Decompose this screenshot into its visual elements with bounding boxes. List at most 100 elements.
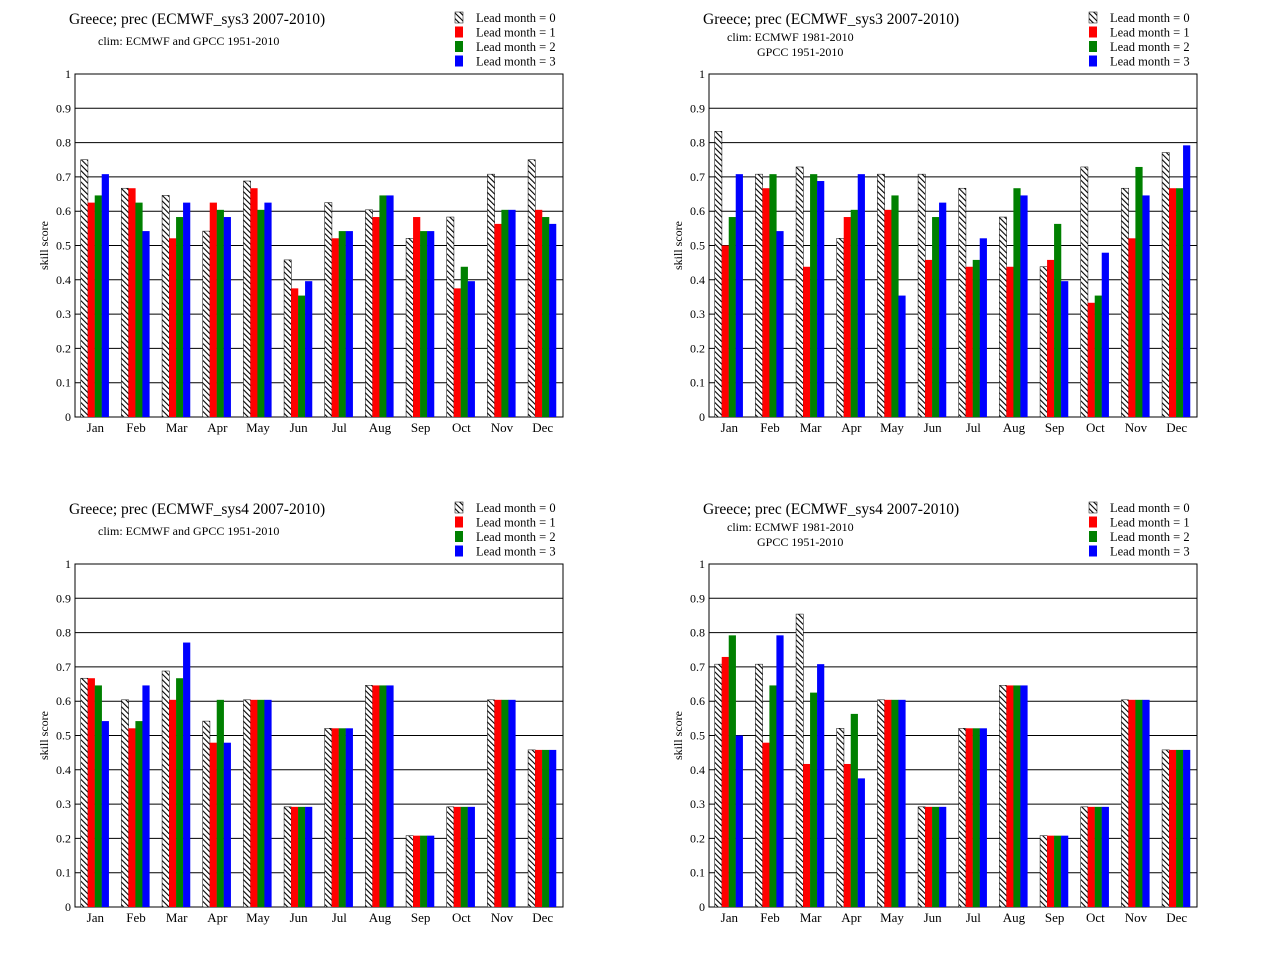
legend-swatch [455, 545, 463, 557]
bar-lead0-jun [283, 259, 292, 418]
bar-lead3-nov [508, 699, 516, 907]
bar-lead3-jun [939, 806, 947, 907]
x-axis: Jan Feb Mar Apr May Jun Jul Aug Sep Oct Nov Dec [87, 420, 554, 435]
y-tick-label: 0.4 [56, 763, 71, 777]
bar-lead1-sep [1047, 835, 1055, 907]
chart-panel-sys3-full-clim: 0 0.1 0.2 0.3 0.4 0.5 0.6 0.7 0.8 0.9 1 skill score… [0, 0, 634, 490]
bar-lead0-dec [527, 159, 536, 418]
y-tick-label: 0.9 [56, 591, 71, 605]
plot-frame [708, 73, 1198, 418]
legend-label: Lead month = 1 [476, 516, 556, 530]
bar-lead0-aug [999, 685, 1007, 908]
x-tick-label: Apr [841, 420, 862, 435]
legend-swatch [1089, 55, 1097, 67]
y-tick-label: 0 [65, 900, 71, 914]
y-tick-label: 0.1 [56, 866, 71, 880]
bar-lead3-dec [549, 749, 557, 907]
bar-lead3-oct [467, 281, 475, 417]
plot-frame [708, 563, 1198, 908]
bar-lead1-feb [762, 188, 770, 417]
bar-lead1-nov [1128, 699, 1136, 907]
bar-lead2-nov [501, 209, 509, 417]
bar-lead3-jul [345, 231, 353, 417]
bar-lead3-apr [223, 742, 231, 907]
x-tick-label: May [246, 910, 270, 925]
y-tick-label: 0.9 [690, 591, 705, 605]
bar-lead2-oct [460, 806, 468, 907]
bar-lead2-sep [420, 231, 428, 417]
bar-lead2-aug [1013, 188, 1021, 417]
y-axis-label: skill score [671, 711, 685, 760]
legend-swatch [1088, 501, 1098, 514]
bar-lead2-apr [216, 699, 224, 907]
bar-lead1-apr [209, 202, 217, 417]
legend-label: Lead month = 2 [1110, 530, 1190, 544]
bar-lead0-nov [487, 173, 495, 418]
legend-swatch [454, 11, 464, 24]
bar-lead3-jan [735, 735, 743, 907]
bar-lead2-jul [972, 728, 980, 907]
x-tick-label: Jul [332, 910, 348, 925]
bar-lead1-may [884, 209, 892, 417]
bar-lead0-apr [836, 238, 845, 418]
x-tick-label: Jun [290, 420, 309, 435]
bar-lead2-sep [1054, 835, 1062, 907]
bar-lead0-dec [527, 749, 536, 908]
y-tick-label: 0 [699, 900, 705, 914]
y-tick-label: 0.7 [690, 170, 705, 184]
bar-lead3-sep [1061, 281, 1069, 417]
bar-lead1-may [250, 699, 258, 907]
x-axis: Jan Feb Mar Apr May Jun Jul Aug Sep Oct Nov Dec [87, 910, 554, 925]
legend-swatch [455, 41, 463, 52]
y-tick-label: 0.3 [690, 797, 705, 811]
x-tick-label: Feb [126, 910, 146, 925]
bar-lead0-may [243, 180, 251, 418]
bar-lead2-mar [810, 174, 818, 417]
legend-swatch [1089, 545, 1097, 557]
x-axis: Jan Feb Mar Apr May Jun Jul Aug Sep Oct Nov Dec [721, 910, 1188, 925]
bar-lead0-mar [795, 613, 804, 908]
bar-lead2-aug [379, 195, 387, 417]
bar-lead1-aug [372, 685, 380, 907]
y-tick-label: 0.3 [56, 307, 71, 321]
bar-lead3-jun [939, 202, 947, 417]
bar-lead3-feb [142, 231, 150, 417]
bar-lead0-oct [1080, 806, 1089, 908]
bar-lead3-may [898, 295, 906, 417]
bar-lead1-mar [803, 763, 811, 907]
bar-lead1-jan [721, 245, 729, 417]
y-tick-label: 1 [699, 67, 705, 81]
bar-lead0-may [243, 699, 251, 908]
y-tick-label: 0.1 [56, 376, 71, 390]
bar-lead2-mar [176, 217, 184, 417]
bar-lead0-jul [958, 187, 967, 418]
bar-lead0-apr [202, 720, 211, 908]
chart-subtitle: GPCC 1951-2010 [757, 45, 843, 59]
y-tick-label: 0.3 [56, 797, 71, 811]
y-tick-label: 0 [699, 410, 705, 424]
bar-lead2-jun [298, 295, 306, 417]
legend-swatch [1089, 531, 1097, 542]
bar-lead0-sep [1039, 835, 1048, 908]
legend-label: Lead month = 1 [476, 26, 556, 40]
plot-frame [74, 73, 564, 418]
bar-lead2-jan [94, 685, 102, 907]
bar-lead3-feb [142, 685, 150, 907]
bar-lead0-sep [1039, 266, 1048, 418]
bar-lead2-jan [94, 195, 102, 417]
y-tick-label: 0.1 [690, 376, 705, 390]
bar-lead2-feb [769, 174, 777, 417]
bar-lead3-apr [223, 217, 231, 417]
y-tick-label: 0 [65, 410, 71, 424]
bar-lead2-apr [850, 209, 858, 417]
x-tick-label: Oct [1086, 910, 1105, 925]
y-tick-label: 0.8 [690, 136, 705, 150]
y-axis-label: skill score [671, 221, 685, 270]
x-tick-label: Mar [800, 910, 822, 925]
bar-lead2-apr [216, 209, 224, 417]
bar-lead2-apr [850, 713, 858, 907]
x-tick-label: Aug [369, 910, 392, 925]
bar-lead0-jan [714, 663, 723, 908]
bar-lead0-feb [121, 187, 129, 418]
y-tick-label: 0.7 [690, 660, 705, 674]
